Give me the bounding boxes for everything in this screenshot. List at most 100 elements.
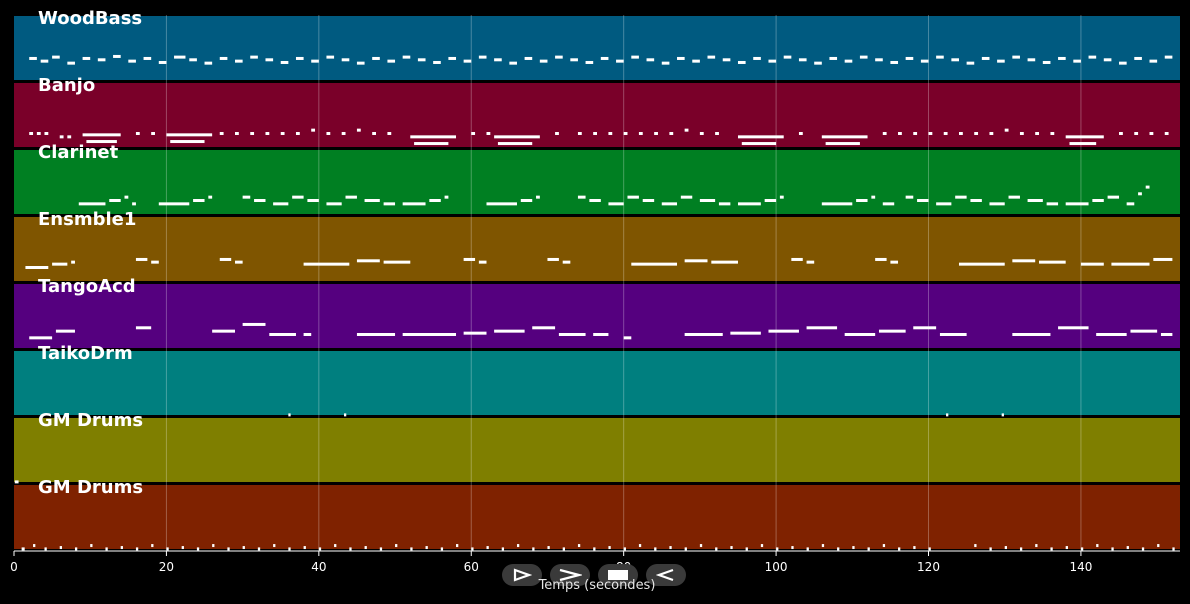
note-mark <box>288 547 291 551</box>
note-mark <box>642 199 655 202</box>
stop-button[interactable] <box>598 564 638 586</box>
note-mark <box>555 55 563 59</box>
note-mark <box>547 257 559 261</box>
note-mark <box>928 547 931 551</box>
note-mark <box>1012 259 1036 263</box>
note-mark <box>859 55 868 59</box>
note-mark <box>939 333 967 336</box>
note-mark <box>318 547 322 551</box>
note-mark <box>97 58 106 62</box>
note-mark <box>821 135 868 139</box>
track-band <box>14 83 1180 147</box>
note-mark <box>1080 547 1084 551</box>
note-mark <box>776 547 779 551</box>
note-mark <box>1069 142 1097 146</box>
reverse-button[interactable] <box>646 564 686 586</box>
note-mark <box>132 202 136 206</box>
note-mark <box>608 202 624 206</box>
note-mark <box>974 544 977 548</box>
note-mark <box>699 544 703 548</box>
note-mark <box>814 61 822 65</box>
note-mark <box>631 262 678 266</box>
note-mark <box>1012 333 1051 336</box>
note-mark <box>444 195 449 199</box>
forward-button[interactable] <box>550 564 590 586</box>
track-label: Banjo <box>38 75 95 96</box>
note-mark <box>265 58 274 62</box>
note-mark <box>718 202 731 206</box>
note-mark <box>67 135 72 139</box>
note-mark <box>345 195 357 199</box>
note-mark <box>520 199 533 202</box>
note-mark <box>783 55 792 59</box>
note-mark <box>135 326 152 330</box>
note-mark <box>135 257 148 261</box>
note-mark <box>67 61 75 65</box>
note-mark <box>356 259 380 263</box>
note-mark <box>798 132 803 135</box>
note-mark <box>151 132 155 135</box>
note-mark <box>913 326 937 330</box>
note-mark <box>1065 135 1104 139</box>
note-mark <box>257 547 261 551</box>
note-mark <box>958 262 1005 266</box>
note-mark <box>821 202 853 206</box>
track-label: WoodBass <box>38 8 142 29</box>
note-mark <box>764 199 777 202</box>
note-mark <box>1138 192 1142 196</box>
note-mark <box>74 547 78 551</box>
note-mark <box>684 259 708 263</box>
note-mark <box>429 199 441 202</box>
note-mark <box>928 132 933 135</box>
note-mark <box>440 547 444 551</box>
note-mark <box>311 128 316 132</box>
note-mark <box>917 199 929 202</box>
note-mark <box>288 413 291 417</box>
note-mark <box>82 133 121 137</box>
note-mark <box>379 547 383 551</box>
note-mark <box>124 195 129 199</box>
note-mark <box>715 547 718 551</box>
note-mark <box>486 546 489 550</box>
note-mark <box>1111 262 1150 266</box>
note-mark <box>585 60 594 64</box>
note-mark <box>1008 195 1020 199</box>
note-mark <box>1012 55 1020 59</box>
play-button[interactable] <box>502 564 542 586</box>
note-mark <box>456 544 459 548</box>
note-mark <box>128 59 136 63</box>
note-mark <box>90 544 93 548</box>
note-mark <box>852 546 855 550</box>
note-mark <box>913 132 918 135</box>
note-mark <box>414 142 449 146</box>
note-mark <box>806 260 815 264</box>
note-mark <box>547 546 550 550</box>
note-mark <box>1157 544 1160 548</box>
note-mark <box>349 547 352 551</box>
note-mark <box>913 546 916 550</box>
note-mark <box>623 132 628 135</box>
note-mark <box>1042 60 1051 64</box>
note-mark <box>395 544 398 548</box>
note-mark <box>1119 132 1123 135</box>
note-mark <box>250 132 255 135</box>
x-tick-label: 100 <box>765 560 788 574</box>
note-mark <box>825 142 860 146</box>
note-mark <box>669 546 672 550</box>
note-mark <box>1149 59 1158 63</box>
track-label: Clarinet <box>38 142 119 163</box>
note-mark <box>1103 58 1112 62</box>
note-mark <box>364 199 380 202</box>
note-mark <box>343 413 347 417</box>
note-mark <box>791 257 803 261</box>
note-mark <box>341 58 350 62</box>
note-mark <box>29 56 37 60</box>
note-mark <box>692 59 700 63</box>
note-mark <box>711 260 738 264</box>
note-mark <box>677 56 685 60</box>
note-mark <box>562 547 565 551</box>
note-mark <box>135 547 139 551</box>
note-mark <box>40 59 49 63</box>
playback-controls <box>502 564 692 586</box>
note-mark <box>166 133 213 137</box>
